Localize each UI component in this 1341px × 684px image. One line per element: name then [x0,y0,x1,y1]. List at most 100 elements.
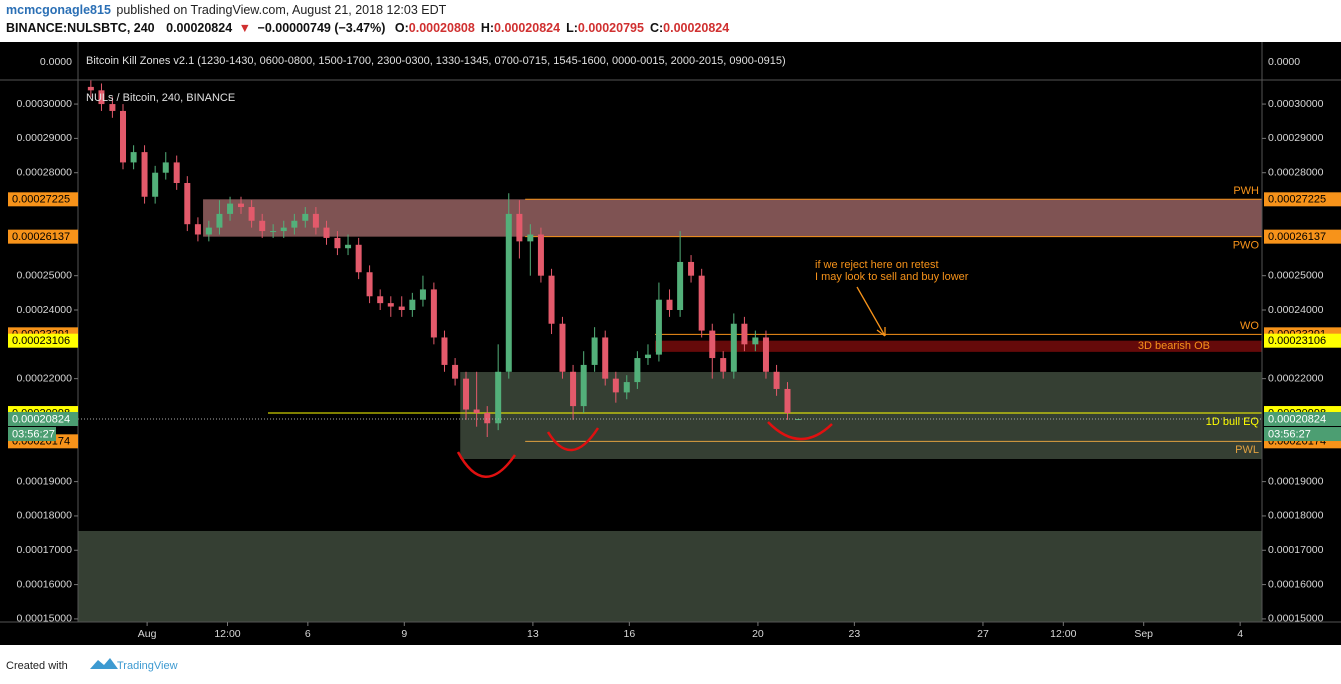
y-tick-label: 0.00025000 [17,269,73,281]
y-tick-label: 0.00025000 [1268,269,1324,281]
candle-body [409,299,416,311]
candle-body [280,227,287,232]
candle-body [194,224,201,235]
y-tick-label: 0.00030000 [1268,98,1324,110]
annotation-arrow [856,286,886,337]
price-tag-label: 0.00027225 [12,194,70,206]
x-tick-label: Aug [138,628,157,640]
candle-body [87,86,94,91]
price-tag [1264,333,1341,348]
curve-marker [767,421,833,441]
zone [460,372,1262,459]
candle-body [537,234,544,276]
curve-marker [456,451,517,478]
candle-body [463,378,470,410]
ohlc-key: O: [395,21,409,35]
candle-body [784,388,791,413]
zone [655,340,1262,352]
candle-body [484,412,491,424]
candle-body [559,323,566,372]
candle-body [355,244,362,273]
candle-body [623,382,630,393]
x-tick-label: 20 [752,628,764,640]
candle-body [291,220,298,228]
symbol: BINANCE:NULSBTC, 240 [6,21,155,35]
y-tick-label: 0.00022000 [1268,372,1324,384]
candle-body [634,358,641,383]
candle-body [227,203,234,214]
candle-body [398,306,405,311]
ohlc-key: C: [650,21,663,35]
ohlc-value: 0.00020808 [409,21,475,35]
price-tag-label: 0.00023106 [1268,335,1326,347]
footer-brand[interactable]: TradingView [117,660,178,672]
candle-body [773,371,780,389]
candle-body [366,272,373,297]
candle-body [205,227,212,235]
ohlc-key: H: [481,21,494,35]
plot-area: 3D bearish OB PWH PWO WO 1D bull EQ PWL [78,80,1263,622]
candle-body [419,289,426,300]
candle-body [602,337,609,379]
candle-body [698,275,705,331]
indicator-label: Bitcoin Kill Zones v2.1 (1230-1430, 0600… [86,55,786,67]
candle-body [452,364,459,379]
ohlc-value: 0.00020795 [578,21,644,35]
ohlc-value: 0.00020824 [663,21,729,35]
x-tick-label: 4 [1237,628,1243,640]
y-tick-label: 0.00015000 [17,613,73,625]
price-tag [1264,412,1341,427]
candle-body [762,337,769,372]
countdown-label: 03:56:27 [1268,428,1311,440]
level-label: PWH [1233,185,1259,197]
y-tick-label: 0.00017000 [1268,544,1324,556]
candle-body [720,358,727,372]
footer-created: Created with [6,660,68,672]
indicator-axis-label: 0.0000 [40,56,72,68]
ohlc-key: L: [566,21,578,35]
price-tag [8,192,78,207]
candle-body [644,354,651,359]
candle-body [248,207,255,221]
published: published on TradingView.com, August 21,… [116,3,446,17]
y-tick-label: 0.00024000 [1268,304,1324,316]
brand-logo [90,658,118,669]
candle-body [709,330,716,359]
price-tag [8,229,78,244]
price-tag-label: 0.00020824 [1268,413,1326,425]
level-label: PWL [1235,444,1259,456]
x-tick-label: 23 [849,628,861,640]
candle-body [173,162,180,184]
level-label: 1D bull EQ [1206,416,1260,428]
annotation: I may look to sell and buy lower [815,271,969,283]
candle-body [677,261,684,311]
price-tag-label: 0.00023106 [12,335,70,347]
candle-body [505,213,512,372]
y-tick-label: 0.00028000 [1268,166,1324,178]
price-tag [1264,229,1341,244]
y-tick-label: 0.00018000 [17,510,73,522]
candle-body [141,152,148,197]
candle-body [752,337,759,345]
candle-body [323,227,330,238]
annotation: if we reject here on retest [815,259,939,271]
zone [78,530,1262,622]
candle-body [570,371,577,407]
indicator-axis-label: 0.0000 [1268,56,1300,68]
countdown-tag [8,427,56,442]
y-tick-label: 0.00030000 [17,98,73,110]
x-tick-label: 6 [305,628,311,640]
candle-body [591,337,598,365]
author[interactable]: mcmcgonagle815 [6,3,111,17]
y-tick-label: 0.00018000 [1268,510,1324,522]
candle-body [237,203,244,208]
y-tick-label: 0.00029000 [1268,132,1324,144]
candle-body [216,213,223,228]
candle-body [430,289,437,338]
price-tag-label: 0.00026137 [12,231,70,243]
change: −0.00000749 (−3.47%) [258,21,386,35]
y-tick-label: 0.00024000 [17,304,73,316]
x-tick-label: Sep [1134,628,1153,640]
